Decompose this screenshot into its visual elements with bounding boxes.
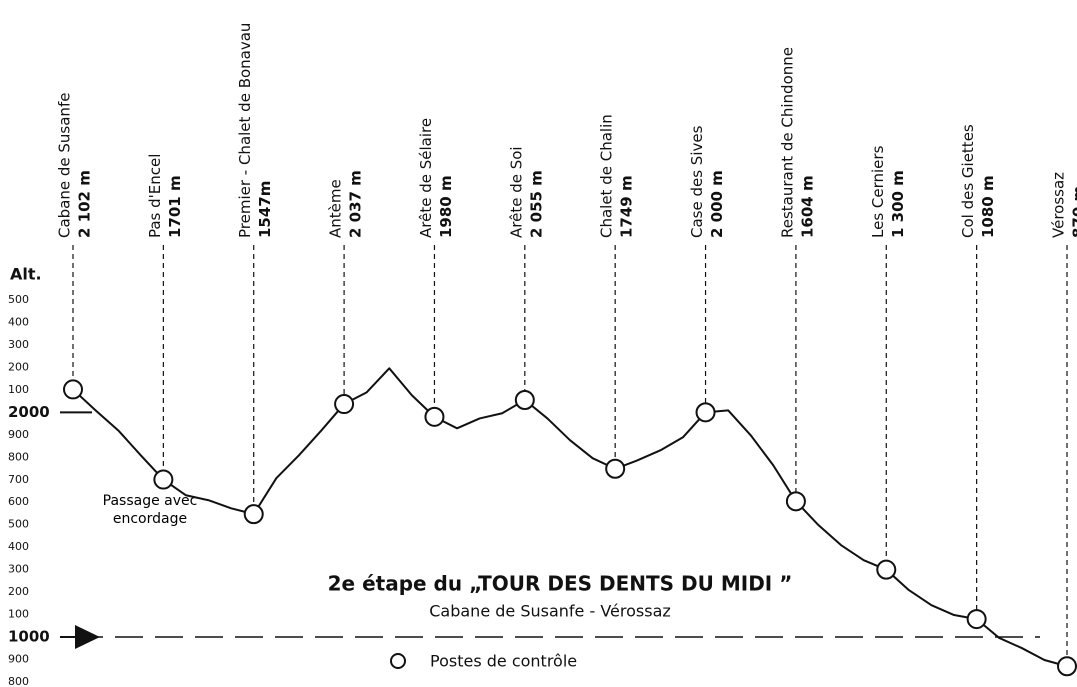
station-altitude: 1 300 m <box>889 170 907 238</box>
y-tick-label: 800 <box>8 450 29 463</box>
reference-triangle <box>75 625 100 650</box>
station-altitude: 1749 m <box>618 175 636 238</box>
station-name: Les Cerniers <box>869 145 887 238</box>
control-post <box>695 402 716 423</box>
control-post <box>785 491 806 512</box>
y-tick-label: 100 <box>8 608 29 621</box>
station-altitude: 1080 m <box>979 175 997 238</box>
control-post <box>514 389 535 410</box>
station-altitude: 1547m <box>256 181 274 238</box>
y-tick-label: 300 <box>8 338 29 351</box>
station-name: Antème <box>327 179 345 238</box>
y-tick-label: 300 <box>8 563 29 576</box>
profile-line <box>72 367 1068 668</box>
control-post <box>63 379 83 400</box>
control-post <box>424 406 445 427</box>
station-name: Arête de Sélaire <box>417 118 435 238</box>
control-post <box>153 469 174 490</box>
y-tick-label: 200 <box>8 360 29 373</box>
y-axis-label: Alt. <box>10 265 42 284</box>
y-tick-label: 500 <box>8 518 29 531</box>
y-tick-label: 900 <box>8 653 29 666</box>
station-name: Arête de Soi <box>507 146 525 238</box>
station-name: Col des Giettes <box>959 124 977 238</box>
station-name: Vérossaz <box>1050 172 1068 238</box>
station-altitude: 2 000 m <box>708 170 726 238</box>
station-altitude: 1980 m <box>437 175 455 238</box>
control-post <box>334 394 355 415</box>
y-tick-label: 100 <box>8 383 29 396</box>
station-altitude: 2 055 m <box>527 170 545 238</box>
control-post <box>1057 656 1077 677</box>
y-tick-label: 900 <box>8 428 29 441</box>
annotation-box: Passage avec encordage <box>102 493 198 527</box>
station-name: Premier - Chalet de Bonavau <box>236 23 254 238</box>
control-post <box>605 458 626 479</box>
chart-subtitle: Cabane de Susanfe - Vérossaz <box>429 602 671 621</box>
y-tick-label: 700 <box>8 473 29 486</box>
station-name: Case des Sives <box>688 125 706 238</box>
station-name: Chalet de Chalin <box>598 114 616 238</box>
control-post <box>876 559 897 580</box>
station-name: Restaurant de Chindonne <box>778 47 796 238</box>
control-post <box>243 504 264 525</box>
chart-title: 2e étape du „TOUR DES DENTS DU MIDI ” <box>328 572 793 596</box>
station-altitude: 2 037 m <box>347 170 365 238</box>
annotation: Passage avec encordage <box>102 493 198 527</box>
legend-symbol <box>390 653 406 669</box>
station-name: Pas d'Encel <box>146 154 164 238</box>
station-altitude: 1701 m <box>166 175 184 238</box>
station-altitude: 1604 m <box>798 175 816 238</box>
y-tick-label: 500 <box>8 293 29 306</box>
y-tick-label: 1000 <box>8 628 50 646</box>
legend-label: Postes de contrôle <box>430 652 577 671</box>
station-altitude: 2 102 m <box>76 170 94 238</box>
y-tick-label: 600 <box>8 495 29 508</box>
station-name: Cabane de Susanfe <box>56 93 74 238</box>
y-tick-label: 400 <box>8 540 29 553</box>
y-tick-label: 800 <box>8 675 29 687</box>
y-tick-label: 2000 <box>8 403 50 421</box>
station-altitude: 870 m <box>1070 186 1077 238</box>
y-tick-label: 200 <box>8 585 29 598</box>
y-tick-label: 400 <box>8 315 29 328</box>
control-post <box>966 609 987 630</box>
